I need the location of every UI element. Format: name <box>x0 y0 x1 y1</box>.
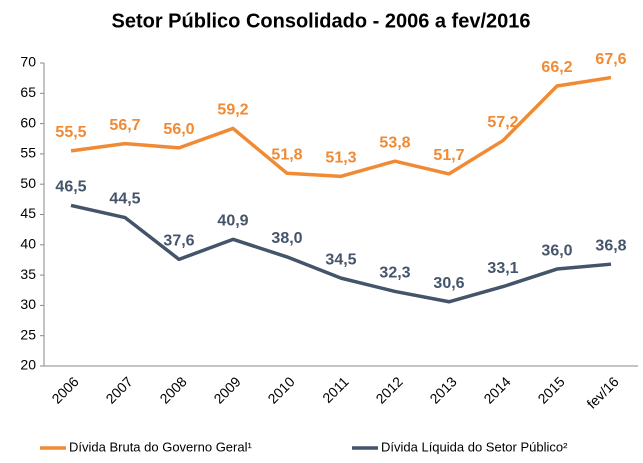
value-label: 53,8 <box>379 134 410 151</box>
value-label: 30,6 <box>433 275 464 292</box>
value-label: 36,8 <box>595 237 626 254</box>
y-tick-label: 45 <box>20 205 36 221</box>
y-tick-label: 60 <box>20 114 36 130</box>
x-tick-label: fev/16 <box>583 373 621 411</box>
value-label: 32,3 <box>379 265 410 282</box>
legend-label: Dívida Líquida do Setor Público² <box>381 439 568 454</box>
y-tick-label: 25 <box>20 326 36 342</box>
x-tick-label: 2009 <box>210 373 243 406</box>
x-tick-label: 2007 <box>102 373 135 406</box>
x-tick-label: 2008 <box>156 373 189 406</box>
value-label: 34,5 <box>325 251 356 268</box>
x-tick-label: 2014 <box>480 373 513 406</box>
y-tick-label: 70 <box>20 54 36 70</box>
value-label: 36,0 <box>541 242 572 259</box>
value-label: 56,0 <box>163 121 194 138</box>
y-tick-label: 50 <box>20 175 36 191</box>
value-label: 33,1 <box>487 260 518 277</box>
legend-label: Dívida Bruta do Governo Geral¹ <box>69 439 252 454</box>
y-tick-label: 30 <box>20 296 36 312</box>
x-tick-label: 2011 <box>319 373 352 406</box>
series-line <box>70 75 612 179</box>
value-label: 66,2 <box>541 59 572 76</box>
x-tick-label: 2013 <box>426 373 459 406</box>
x-tick-label: 2006 <box>48 373 81 406</box>
x-tick-label: 2010 <box>264 373 297 406</box>
value-label: 44,5 <box>109 191 140 208</box>
y-tick-label: 55 <box>20 145 36 161</box>
value-label: 51,7 <box>433 147 464 164</box>
value-label: 38,0 <box>271 230 302 247</box>
value-label: 51,8 <box>271 147 302 164</box>
y-tick-label: 20 <box>20 357 36 373</box>
y-tick-label: 65 <box>20 84 36 100</box>
value-label: 37,6 <box>163 233 194 250</box>
x-tick-label: 2012 <box>372 373 405 406</box>
value-label: 56,7 <box>109 117 140 134</box>
chart-title: Setor Público Consolidado - 2006 a fev/2… <box>111 10 530 32</box>
value-label: 57,2 <box>487 114 518 131</box>
value-label: 67,6 <box>595 51 626 68</box>
y-tick-label: 40 <box>20 236 36 252</box>
value-label: 40,9 <box>217 213 248 230</box>
x-tick-label: 2015 <box>534 373 567 406</box>
value-label: 55,5 <box>55 124 86 141</box>
value-label: 59,2 <box>217 102 248 119</box>
series-line <box>70 203 612 304</box>
value-label: 46,5 <box>55 179 86 196</box>
value-label: 51,3 <box>325 150 356 167</box>
y-tick-label: 35 <box>20 266 36 282</box>
